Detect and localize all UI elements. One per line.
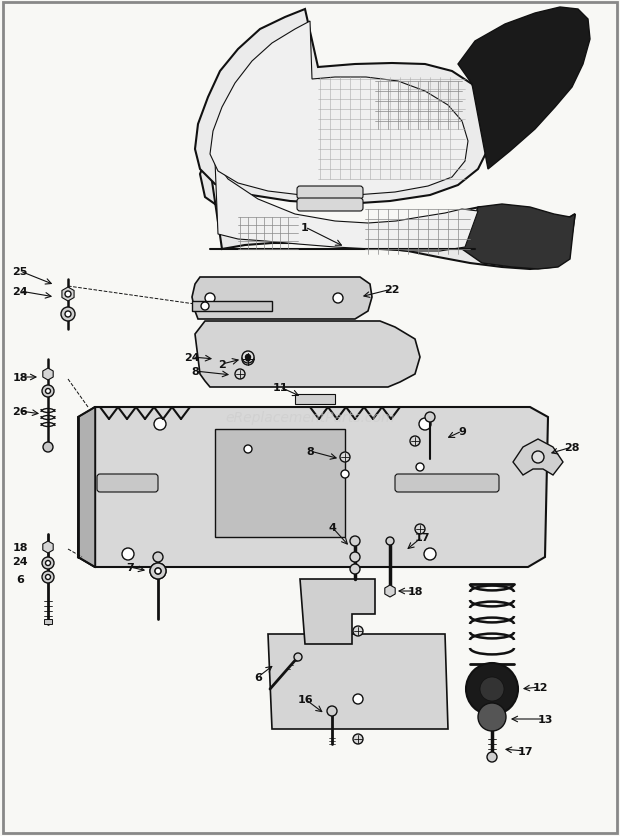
Polygon shape — [195, 10, 490, 205]
Circle shape — [153, 553, 163, 563]
Circle shape — [45, 575, 50, 580]
Circle shape — [350, 553, 360, 563]
Text: 18: 18 — [407, 586, 423, 596]
Text: 24: 24 — [12, 556, 28, 566]
FancyBboxPatch shape — [97, 475, 158, 492]
Circle shape — [43, 442, 53, 452]
Circle shape — [246, 355, 250, 360]
FancyBboxPatch shape — [297, 186, 363, 200]
Circle shape — [466, 663, 518, 715]
Circle shape — [333, 293, 343, 303]
Polygon shape — [458, 8, 590, 170]
Circle shape — [45, 389, 50, 394]
Polygon shape — [43, 369, 53, 380]
Text: 12: 12 — [532, 682, 547, 692]
Polygon shape — [43, 542, 53, 553]
Polygon shape — [300, 579, 375, 645]
Text: 24: 24 — [12, 287, 28, 297]
Text: 8: 8 — [191, 366, 199, 376]
Polygon shape — [192, 278, 372, 319]
Text: 4: 4 — [328, 522, 336, 533]
Circle shape — [424, 548, 436, 560]
Circle shape — [294, 653, 302, 661]
Polygon shape — [385, 585, 395, 597]
Circle shape — [386, 538, 394, 545]
Circle shape — [45, 561, 50, 566]
Circle shape — [242, 352, 254, 364]
Circle shape — [246, 358, 250, 361]
FancyBboxPatch shape — [395, 475, 499, 492]
Text: 25: 25 — [12, 267, 28, 277]
Text: 2: 2 — [218, 359, 226, 370]
Circle shape — [155, 568, 161, 574]
Circle shape — [244, 446, 252, 453]
Circle shape — [42, 571, 54, 584]
Circle shape — [65, 312, 71, 318]
Polygon shape — [210, 22, 468, 196]
Circle shape — [487, 752, 497, 762]
Polygon shape — [200, 155, 575, 270]
Circle shape — [201, 303, 209, 311]
Circle shape — [353, 734, 363, 744]
Circle shape — [155, 568, 161, 574]
Text: 7: 7 — [126, 563, 134, 573]
Circle shape — [350, 537, 360, 547]
Circle shape — [327, 706, 337, 716]
Text: 1: 1 — [301, 222, 309, 232]
Circle shape — [150, 563, 166, 579]
Circle shape — [419, 419, 431, 431]
Text: 8: 8 — [306, 446, 314, 456]
Text: 24: 24 — [184, 353, 200, 363]
Circle shape — [341, 471, 349, 478]
Circle shape — [480, 677, 504, 701]
Bar — [192, 302, 272, 312]
Circle shape — [353, 626, 363, 636]
Polygon shape — [62, 288, 74, 302]
Polygon shape — [78, 407, 95, 568]
Circle shape — [425, 412, 435, 422]
Polygon shape — [215, 162, 478, 252]
Circle shape — [122, 548, 134, 560]
Text: 18: 18 — [12, 543, 28, 553]
Text: 17: 17 — [517, 746, 533, 756]
Text: 18: 18 — [12, 373, 28, 383]
Circle shape — [350, 564, 360, 574]
Circle shape — [532, 451, 544, 463]
Polygon shape — [268, 635, 448, 729]
Circle shape — [478, 703, 506, 732]
Circle shape — [150, 563, 166, 579]
Circle shape — [410, 436, 420, 446]
FancyBboxPatch shape — [297, 199, 363, 212]
Circle shape — [42, 385, 54, 398]
Text: 6: 6 — [16, 574, 24, 584]
Text: 16: 16 — [297, 694, 313, 704]
Polygon shape — [513, 440, 563, 476]
Polygon shape — [215, 430, 345, 538]
Circle shape — [235, 370, 245, 380]
Polygon shape — [195, 322, 420, 388]
Polygon shape — [462, 205, 575, 270]
Circle shape — [353, 694, 363, 704]
Circle shape — [340, 452, 350, 462]
Text: 13: 13 — [538, 714, 552, 724]
Text: 17: 17 — [414, 533, 430, 543]
Circle shape — [65, 292, 71, 298]
Text: 26: 26 — [12, 406, 28, 416]
Bar — [295, 395, 335, 405]
Circle shape — [61, 308, 75, 322]
Bar — [44, 619, 52, 624]
Circle shape — [205, 293, 215, 303]
Circle shape — [415, 524, 425, 534]
Circle shape — [154, 419, 166, 431]
Polygon shape — [78, 407, 548, 568]
Text: 6: 6 — [254, 672, 262, 682]
Text: 9: 9 — [458, 426, 466, 436]
Circle shape — [42, 558, 54, 569]
Circle shape — [242, 354, 254, 365]
Text: 22: 22 — [384, 285, 400, 294]
Text: eReplacementParts.com: eReplacementParts.com — [225, 410, 395, 425]
Circle shape — [416, 463, 424, 472]
Text: 28: 28 — [564, 442, 580, 452]
Text: 11: 11 — [272, 383, 288, 393]
